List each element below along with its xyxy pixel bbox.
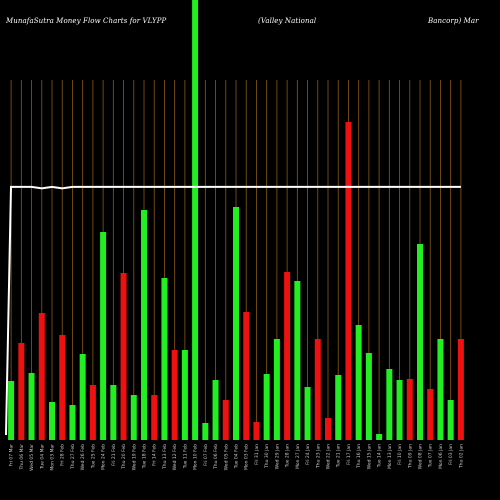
x-tick-label: Tue 07 Jan xyxy=(428,444,434,468)
bar-44 xyxy=(447,400,454,440)
x-tick-label: Thu 20 Feb xyxy=(121,444,127,470)
bar-35 xyxy=(355,325,362,440)
x-tick-label: Thu 06 Mar xyxy=(19,444,25,471)
x-tick-label: Mon 27 Jan xyxy=(295,444,301,469)
x-tick-label: Wed 12 Feb xyxy=(172,444,178,471)
bar-38 xyxy=(386,369,393,440)
x-tick-label: Tue 11 Feb xyxy=(182,444,188,469)
x-tick-label: Wed 15 Jan xyxy=(366,444,372,469)
bar-30 xyxy=(304,387,311,440)
x-tick-label: Tue 14 Jan xyxy=(377,444,383,468)
x-tick-label: Mon 13 Jan xyxy=(387,444,393,469)
bar-40 xyxy=(406,379,413,440)
x-tick-label: Tue 04 Feb xyxy=(234,444,240,469)
bar-22 xyxy=(222,400,229,440)
chart-title-left: MunafaSutra Money Flow Charts for VLYPP xyxy=(6,17,167,25)
chart-title-center: (Valley National xyxy=(258,17,317,25)
x-tick-label: Mon 03 Mar xyxy=(50,444,56,471)
bar-31 xyxy=(314,339,321,440)
x-tick-label: Fri 14 Feb xyxy=(152,444,158,466)
bar-15 xyxy=(151,395,158,440)
x-tick-label: Tue 28 Jan xyxy=(285,444,291,468)
bar-45 xyxy=(457,339,464,440)
bar-43 xyxy=(437,339,444,440)
bar-27 xyxy=(273,339,280,440)
x-tick-label: Thu 09 Jan xyxy=(407,444,413,469)
bar-19 xyxy=(192,0,199,440)
bar-18 xyxy=(181,350,188,440)
x-tick-label: Thu 02 Jan xyxy=(458,444,464,469)
bar-32 xyxy=(325,418,331,440)
bar-4 xyxy=(38,313,45,440)
bar-1 xyxy=(8,381,15,440)
bar-13 xyxy=(130,395,137,440)
x-tick-label: Tue 25 Feb xyxy=(90,444,96,469)
bar-26 xyxy=(263,374,270,440)
money-flow-line xyxy=(5,185,461,436)
x-tick-label: Wed 19 Feb xyxy=(131,444,137,471)
x-tick-label: Tue 04 Mar xyxy=(39,444,45,470)
x-tick-label: Fri 10 Jan xyxy=(397,444,403,465)
bar-41 xyxy=(417,244,423,440)
bar-33 xyxy=(335,375,342,440)
x-tick-label: Wed 22 Jan xyxy=(326,444,332,469)
x-tick-label: Wed 29 Jan xyxy=(274,444,280,469)
x-tick-label: Fri 07 Mar xyxy=(9,444,15,467)
x-tick-label: Mon 03 Feb xyxy=(244,444,250,470)
x-tick-label: Wed 26 Feb xyxy=(80,444,86,471)
bar-12 xyxy=(120,273,127,440)
x-tick-label: Mon 10 Feb xyxy=(193,444,199,470)
bar-23 xyxy=(233,207,239,440)
bar-21 xyxy=(212,380,219,440)
bar-14 xyxy=(141,210,147,440)
bar-39 xyxy=(396,380,403,440)
bar-28 xyxy=(284,272,291,440)
bar-8 xyxy=(79,354,86,440)
bar-16 xyxy=(161,278,168,440)
x-tick-label: Thu 13 Feb xyxy=(162,444,168,470)
x-tick-label: Fri 17 Jan xyxy=(346,444,352,465)
x-tick-label: Thu 23 Jan xyxy=(315,444,321,469)
bar-3 xyxy=(28,373,35,440)
bar-25 xyxy=(253,422,260,440)
x-tick-label: Wed 08 Jan xyxy=(418,444,424,469)
x-tick-label: Fri 28 Feb xyxy=(60,444,66,466)
x-tick-label: Thu 27 Feb xyxy=(70,444,76,470)
bar-11 xyxy=(110,385,117,440)
bar-7 xyxy=(69,405,76,440)
bar-36 xyxy=(365,353,372,440)
bar-37 xyxy=(376,434,383,440)
x-tick-label: Mon 06 Jan xyxy=(438,444,444,469)
bar-2 xyxy=(18,343,25,440)
bar-5 xyxy=(49,402,55,440)
x-tick-label: Thu 30 Jan xyxy=(264,444,270,469)
bar-42 xyxy=(427,389,434,440)
x-tick-label: Tue 21 Jan xyxy=(336,444,342,468)
x-tick-label: Thu 16 Jan xyxy=(356,444,362,469)
bar-29 xyxy=(294,281,301,440)
chart-title-right: Bancorp) Mar xyxy=(428,17,479,25)
bar-10 xyxy=(100,232,107,440)
bar-6 xyxy=(59,335,66,440)
x-tick-label: Fri 03 Jan xyxy=(448,444,454,465)
x-tick-label: Fri 07 Feb xyxy=(203,444,209,466)
x-tick-label: Fri 21 Feb xyxy=(111,444,117,466)
bar-17 xyxy=(171,350,178,440)
x-tick-label: Thu 06 Feb xyxy=(213,444,219,470)
x-tick-labels: Fri 07 Mar Thu 06 Mar Wed 05 Mar Tue 04 Mar… xyxy=(9,444,465,471)
x-tick-label: Fri 24 Jan xyxy=(305,444,311,465)
bar-20 xyxy=(202,423,209,440)
bar-9 xyxy=(89,385,96,440)
x-tick-label: Fri 31 Jan xyxy=(254,444,260,465)
x-tick-label: Tue 18 Feb xyxy=(142,444,148,469)
line-series xyxy=(5,185,461,436)
x-tick-label: Mon 24 Feb xyxy=(101,444,107,470)
bar-34 xyxy=(345,122,352,440)
bars xyxy=(8,0,464,440)
x-tick-label: Wed 05 Mar xyxy=(29,444,35,471)
x-tick-label: Wed 05 Feb xyxy=(223,444,229,471)
bar-24 xyxy=(243,312,250,440)
